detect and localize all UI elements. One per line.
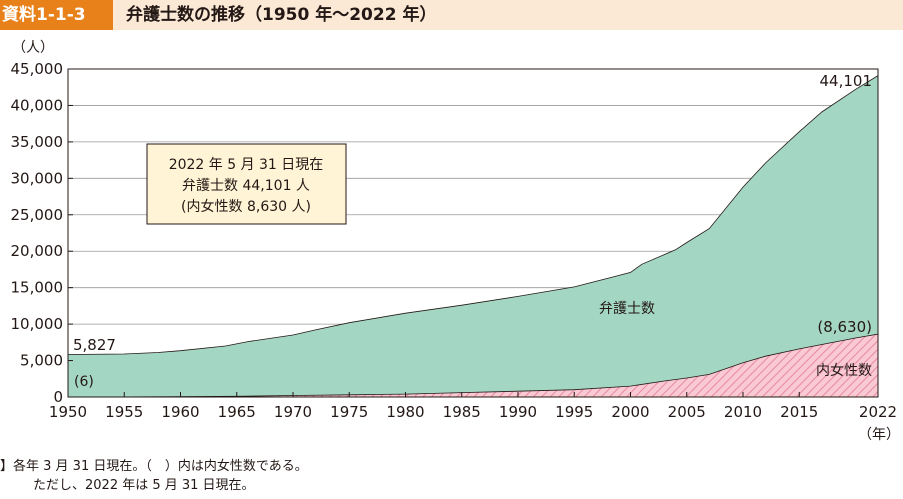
x-tick-label: 1970 xyxy=(274,403,312,421)
y-tick-label: 30,000 xyxy=(11,169,64,187)
area-women-lawyers xyxy=(67,333,879,398)
x-tick-label: 1980 xyxy=(386,403,424,421)
data-label-last-women: (8,630) xyxy=(817,318,872,336)
lawyers-area-chart: 1950 1955 1960 1965 1970 1975 1980 1985 1990 1995… xyxy=(11,40,901,443)
x-tick-label: 2015 xyxy=(780,403,818,421)
callout-line: 弁護士数 44,101 人 xyxy=(182,178,310,194)
y-tick-label: 45,000 xyxy=(11,60,64,78)
header-band: 資料1-1-3 弁護士数の推移（1950 年～2022 年） xyxy=(0,0,903,30)
figure-title: 弁護士数の推移（1950 年～2022 年） xyxy=(126,5,437,25)
x-tick-label: 1975 xyxy=(330,403,368,421)
y-tick-label: 25,000 xyxy=(11,206,64,224)
data-label-last-total: 44,101 xyxy=(820,72,873,90)
x-tick-label: 1955 xyxy=(105,403,143,421)
figure-number-tag: 資料1-1-3 xyxy=(0,0,113,30)
plot-frame xyxy=(67,68,879,398)
x-tick-label: 1960 xyxy=(161,403,199,421)
x-tick-label: 2005 xyxy=(668,403,706,421)
area-total-lawyers xyxy=(67,74,879,398)
x-tick-label: 1965 xyxy=(218,403,256,421)
x-unit-label: （年） xyxy=(858,427,900,443)
y-tick-label: 15,000 xyxy=(11,279,64,297)
data-label-first-total: 5,827 xyxy=(73,336,116,354)
x-tick-label: 1990 xyxy=(499,403,537,421)
y-tick-label: 10,000 xyxy=(11,315,64,333)
callout-line: (内女性数 8,630 人) xyxy=(181,198,311,215)
y-tick-label: 5,000 xyxy=(20,352,63,370)
data-label-first-women: (6) xyxy=(74,374,94,390)
x-tick-label: 1995 xyxy=(555,403,593,421)
x-tick-label: 1985 xyxy=(443,403,481,421)
y-tick-label: 40,000 xyxy=(11,96,64,114)
note-line-1: 】各年 3 月 31 日現在。（ ）内は内女性数である。 xyxy=(0,459,308,474)
x-tick-label: 2010 xyxy=(724,403,762,421)
y-tick-label: 35,000 xyxy=(11,133,64,151)
series-label-total: 弁護士数 xyxy=(599,301,655,317)
series-label-women: 内女性数 xyxy=(816,362,872,379)
callout-line: 2022 年 5 月 31 日現在 xyxy=(169,157,324,173)
y-tick-label: 0 xyxy=(53,388,63,406)
x-tick-label: 2022 xyxy=(859,403,897,421)
y-tick-label: 20,000 xyxy=(11,242,64,260)
y-unit-label: （人） xyxy=(12,40,54,56)
note-line-2: ただし、2022 年は 5 月 31 日現在。 xyxy=(33,478,255,493)
callout-box xyxy=(146,143,347,225)
x-tick-label: 2000 xyxy=(611,403,649,421)
x-tick-label: 1950 xyxy=(49,403,87,421)
